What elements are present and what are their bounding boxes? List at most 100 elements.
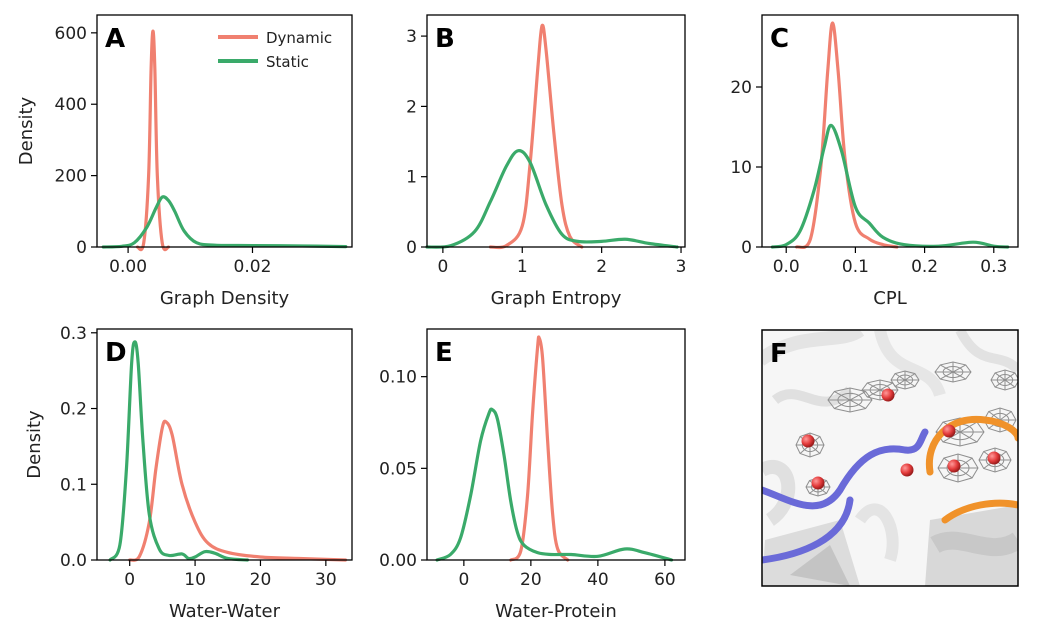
axes-frame [761, 14, 1019, 248]
legend-dynamic-label: Dynamic [266, 29, 332, 47]
y-tick-label: 0.0 [60, 551, 87, 571]
mesh-cage [990, 369, 1018, 391]
cartoon-helix [930, 531, 1018, 557]
series-line-static [770, 123, 1010, 249]
water-oxygen [801, 434, 815, 448]
mesh-edge [942, 421, 978, 443]
cartoon-loop [955, 330, 1018, 374]
legend: Dynamic Static [218, 29, 332, 71]
y-tick-label: 0.2 [60, 400, 87, 420]
x-tick-label: 0 [124, 570, 135, 590]
orange-ribbon [941, 499, 1018, 524]
x-axis-label: Water-Water [169, 601, 281, 622]
mesh-edge [894, 373, 916, 387]
mesh-inner [996, 374, 1014, 386]
y-tick-label: 1 [406, 168, 417, 188]
panel-letter-e: E [435, 338, 453, 368]
panel-f-frame [761, 329, 1019, 587]
y-tick-label: 0.00 [379, 551, 417, 571]
panel-a: 0.00 0.02 0 200 400 600 Graph Density Density A [16, 14, 353, 309]
series-line-dynamic [128, 419, 348, 562]
y-tick-label: 3 [406, 27, 417, 47]
axes-frame [96, 14, 353, 248]
x-tick-label: 3 [676, 257, 687, 277]
panel-e: 0 20 40 60 0.00 0.05 0.10 Water-Protein E [379, 328, 686, 622]
panel-f-structure: F [761, 329, 1019, 587]
mesh-cage [890, 370, 920, 390]
y-tick-label: 0 [406, 238, 417, 258]
y-tick-label: 400 [55, 95, 87, 115]
x-tick-label: 10 [184, 570, 206, 590]
x-tick-label: 0.3 [980, 257, 1007, 277]
x-tick-label: 0 [458, 570, 469, 590]
protein-cartoon [762, 330, 1018, 586]
series-line-dynamic [135, 29, 171, 252]
x-tick-label: 2 [596, 257, 607, 277]
y-tick-label: 200 [55, 167, 87, 187]
series-line-static [101, 195, 348, 249]
x-tick-label: 0.1 [842, 257, 869, 277]
cartoon-sheet [790, 545, 850, 586]
x-axis-label: CPL [873, 288, 906, 309]
mesh-inner [896, 374, 914, 386]
x-axis-label: Water-Protein [495, 601, 617, 622]
series-line-static [425, 149, 679, 249]
y-tick-label: 20 [730, 78, 752, 98]
y-tick-label: 0.10 [379, 368, 417, 388]
series-line-dynamic [794, 21, 899, 250]
water-molecules [801, 388, 1001, 490]
x-tick-label: 0 [437, 257, 448, 277]
x-tick-label: 30 [315, 570, 337, 590]
y-tick-label: 0.05 [379, 459, 417, 479]
x-tick-label: 20 [250, 570, 272, 590]
y-tick-label: 10 [730, 158, 752, 178]
cartoon-loop [855, 503, 899, 562]
mesh-inner [837, 392, 863, 408]
cartoon-loop [874, 330, 946, 398]
series-line-dynamic [509, 335, 570, 562]
panel-letter-d: D [105, 338, 127, 368]
water-oxygen [900, 463, 914, 477]
water-oxygen [947, 459, 961, 473]
axes-frame [426, 14, 686, 248]
blue-ribbon [762, 496, 854, 564]
x-axis-label: Graph Entropy [491, 288, 622, 309]
mesh-inner [946, 459, 970, 477]
y-axis-label: Density [24, 410, 45, 479]
x-tick-label: 0.00 [109, 257, 147, 277]
mesh-cage [827, 387, 873, 413]
x-tick-label: 40 [587, 570, 609, 590]
mesh-edge [940, 364, 966, 380]
y-tick-label: 0 [76, 238, 87, 258]
panel-d: 0 10 20 30 0.0 0.1 0.2 0.3 Water-Water Density D [24, 324, 353, 622]
panel-letter-f: F [770, 339, 788, 369]
y-tick-label: 0.1 [60, 475, 87, 495]
panel-c: 0.0 0.1 0.2 0.3 0 10 20 CPL C [730, 14, 1019, 309]
orange-ribbon [925, 415, 1018, 476]
series-line-dynamic [488, 23, 584, 250]
y-tick-label: 2 [406, 97, 417, 117]
x-axis-label: Graph Density [160, 288, 290, 309]
cartoon-loop [762, 330, 865, 366]
mesh-inner [942, 366, 964, 378]
x-tick-label: 60 [654, 570, 676, 590]
panel-letter-a: A [105, 24, 125, 54]
x-tick-label: 1 [517, 257, 528, 277]
blue-ribbon [762, 428, 929, 510]
mesh-edge [834, 391, 866, 409]
y-tick-label: 0 [741, 238, 752, 258]
x-tick-label: 0.2 [911, 257, 938, 277]
series-line-static [108, 340, 249, 562]
water-oxygen [987, 451, 1001, 465]
y-axis-label: Density [16, 96, 37, 165]
water-oxygen [942, 424, 956, 438]
axes-frame [96, 328, 353, 561]
legend-static-label: Static [266, 53, 309, 71]
x-tick-label: 0.02 [234, 257, 272, 277]
series-line-static [435, 407, 674, 562]
cartoon-loop [771, 386, 854, 407]
y-tick-label: 600 [55, 24, 87, 44]
cartoon-loop [762, 460, 796, 526]
x-tick-label: 20 [520, 570, 542, 590]
